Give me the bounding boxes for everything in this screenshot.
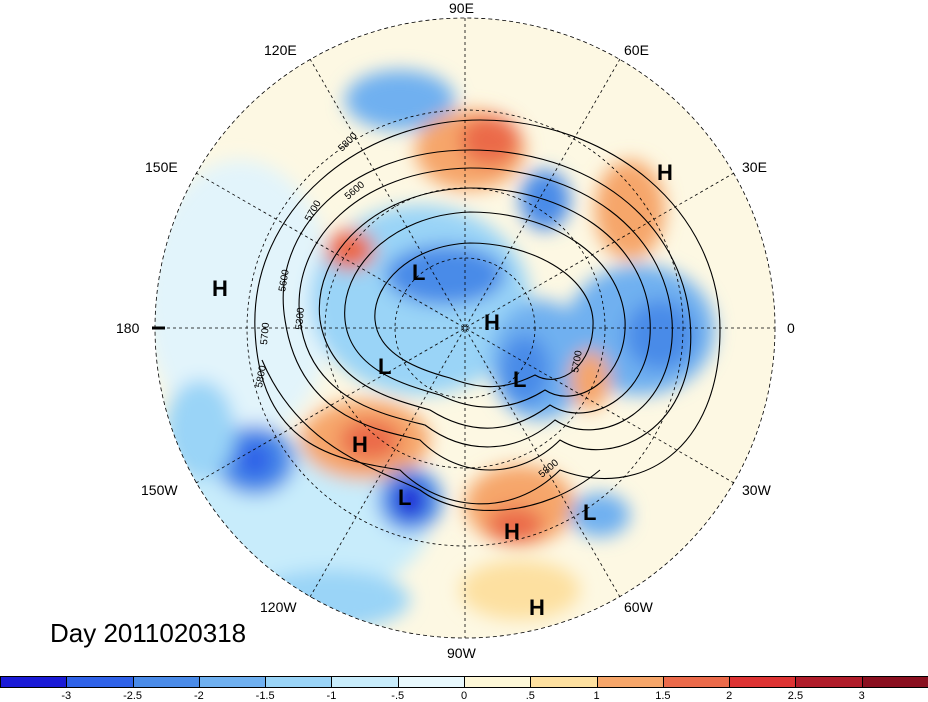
- lon-label-150e: 150E: [145, 159, 178, 175]
- low-center: L: [412, 260, 425, 285]
- colorbar-tick-label: 3: [858, 690, 865, 702]
- contour-label: 5800: [254, 364, 269, 388]
- colorbar-swatch: [0, 676, 68, 688]
- colorbar: -3 -2.5 -2 -1.5 -1 -.5 0 .5 1 1.5 2 2.5 3: [0, 676, 928, 702]
- lon-label-120w: 120W: [260, 599, 297, 615]
- colorbar-swatch: [596, 676, 664, 688]
- colorbar-swatch: [331, 676, 399, 688]
- colorbar-swatch: [530, 676, 598, 688]
- colorbar-swatch: [795, 676, 863, 688]
- contour-label: 5700: [259, 322, 272, 346]
- lon-label-60w: 60W: [624, 599, 654, 615]
- colorbar-swatch: [397, 676, 465, 688]
- colorbar-swatch: [861, 676, 928, 688]
- lon-label-60e: 60E: [624, 42, 649, 58]
- pressure-centers: H H L H L L H L H L H: [212, 160, 673, 620]
- lon-label-30w: 30W: [742, 482, 772, 498]
- lon-label-180: 180: [116, 320, 140, 336]
- lon-label-120e: 120E: [264, 42, 297, 58]
- low-center: L: [378, 354, 391, 379]
- height-contours: [254, 119, 721, 511]
- colorbar-tick-label: -3: [61, 690, 72, 702]
- low-center: L: [398, 485, 411, 510]
- lon-label-0: 0: [787, 320, 795, 336]
- colorbar-tick-label: 2: [726, 690, 733, 702]
- lon-label-150w: 150W: [141, 482, 178, 498]
- colorbar-swatch: [66, 676, 134, 688]
- contour-label: 5600: [277, 268, 292, 292]
- lon-label-90e: 90E: [449, 0, 474, 16]
- colorbar-swatch: [132, 676, 200, 688]
- colorbar-swatch: [198, 676, 267, 688]
- colorbar-tick-label: 1: [593, 690, 600, 702]
- colorbar-tick-label: -1: [326, 690, 337, 702]
- colorbar-swatch: [729, 676, 797, 688]
- lon-label-30e: 30E: [742, 159, 767, 175]
- high-center: H: [529, 595, 545, 620]
- colorbar-tick-label: 0: [460, 690, 468, 702]
- low-center: L: [513, 367, 526, 392]
- colorbar-tick-label: 1.5: [655, 690, 671, 702]
- lon-label-90w: 90W: [447, 645, 477, 661]
- colorbar-tick-label: -2: [193, 690, 204, 702]
- contour-label: 5300: [294, 307, 307, 331]
- colorbar-swatch: [265, 676, 333, 688]
- colorbar-swatch: [464, 676, 532, 688]
- high-center: H: [352, 432, 368, 457]
- low-center: L: [583, 500, 596, 525]
- longitude-labels: 90E 60E 30E 0 30W 60W 90W 120W 150W 180 …: [116, 0, 795, 661]
- high-center: H: [657, 160, 673, 185]
- colorbar-swatch: [662, 676, 731, 688]
- colorbar-tick-label: .5: [525, 690, 535, 702]
- high-center: H: [212, 276, 228, 301]
- colorbar-tick-label: -1.5: [255, 690, 275, 702]
- colorbar-tick-label: -.5: [391, 690, 405, 702]
- contour-label: 5700: [570, 349, 585, 373]
- colorbar-tick-label: -2.5: [123, 690, 143, 702]
- high-center: H: [504, 519, 520, 544]
- polar-map: H H L H L L H L H L H 5800 5600 5700 560…: [116, 0, 795, 661]
- high-center: H: [484, 310, 500, 335]
- colorbar-tick-label: 2.5: [787, 690, 804, 702]
- map-title: Day 2011020318: [50, 618, 247, 648]
